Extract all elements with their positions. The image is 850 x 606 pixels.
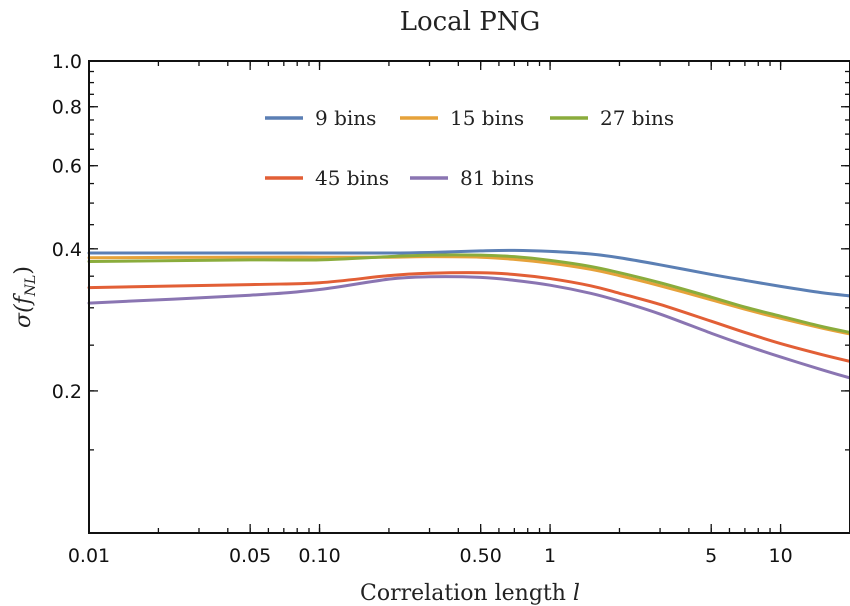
x-tick-label: 0.10 <box>298 545 340 567</box>
y-tick-label: 0.4 <box>52 239 82 261</box>
legend: 9 bins 15 bins 27 bins 45 bins 81 bins <box>265 106 674 190</box>
x-axis-label-variable: l <box>573 581 580 606</box>
y-tick-label: 0.8 <box>52 97 82 119</box>
legend-item: 45 bins <box>265 166 389 190</box>
x-tick-label: 0.50 <box>460 545 502 567</box>
series-line-15-bins <box>87 255 850 336</box>
chart-title: Local PNG <box>400 7 541 37</box>
series-line-27-bins <box>87 253 850 334</box>
legend-label: 9 bins <box>315 106 376 130</box>
legend-item: 15 bins <box>400 106 524 130</box>
x-tick-label: 1 <box>544 545 556 567</box>
y-tick-label: 0.6 <box>52 156 82 178</box>
series-line-45-bins <box>87 271 850 363</box>
legend-label: 45 bins <box>315 166 389 190</box>
y-axis-label: σ(fNL) <box>11 266 39 328</box>
y-axis-label-close: ) <box>11 266 36 275</box>
legend-item: 81 bins <box>410 166 534 190</box>
x-tick-label: 0.01 <box>68 545 110 567</box>
y-tick-label: 0.2 <box>52 381 82 403</box>
legend-label: 81 bins <box>460 166 534 190</box>
series-line-81-bins <box>87 275 850 380</box>
legend-label: 27 bins <box>600 106 674 130</box>
y-axis-label-subscript: NL <box>23 275 39 298</box>
series-line-9-bins <box>87 248 850 298</box>
legend-item: 9 bins <box>265 106 376 130</box>
x-axis-label: Correlation length l <box>360 581 580 606</box>
plot-frame <box>88 60 850 534</box>
legend-item: 27 bins <box>550 106 674 130</box>
y-axis-label-text: σ(f <box>11 292 36 328</box>
series-lines <box>87 248 850 380</box>
x-tick-label: 10 <box>769 545 793 567</box>
y-tick-label: 1.0 <box>52 51 82 73</box>
x-axis-label-text: Correlation length <box>360 581 566 606</box>
x-tick-label: 0.05 <box>229 545 271 567</box>
x-tick-label: 5 <box>705 545 717 567</box>
legend-label: 15 bins <box>450 106 524 130</box>
